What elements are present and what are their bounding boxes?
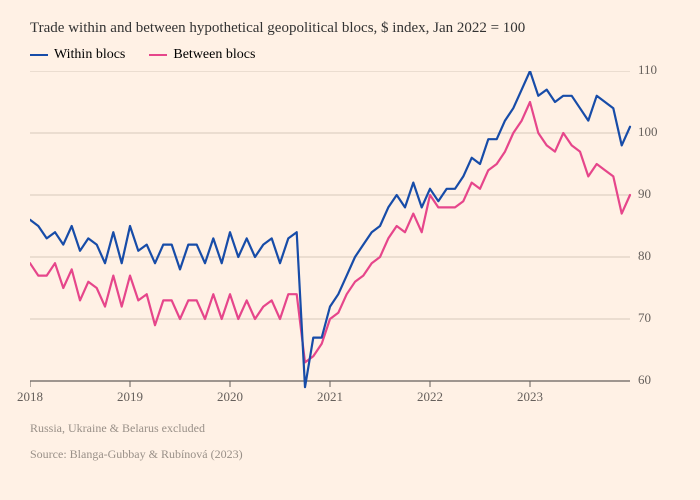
legend-swatch-between: [149, 54, 167, 57]
ytick-label: 60: [638, 372, 651, 388]
xtick-label: 2023: [517, 389, 543, 405]
footnote-exclusion: Russia, Ukraine & Belarus excluded: [30, 419, 670, 437]
xtick-label: 2020: [217, 389, 243, 405]
xtick-label: 2022: [417, 389, 443, 405]
xtick-label: 2019: [117, 389, 143, 405]
chart-svg: [30, 71, 670, 411]
line-between-blocs: [30, 102, 630, 362]
line-within-blocs: [30, 71, 630, 387]
xtick-label: 2021: [317, 389, 343, 405]
legend-label-within: Within blocs: [54, 47, 125, 63]
legend-item-within: Within blocs: [30, 47, 125, 63]
legend-item-between: Between blocs: [149, 47, 255, 63]
ytick-label: 110: [638, 62, 657, 78]
legend-swatch-within: [30, 54, 48, 57]
ytick-label: 90: [638, 186, 651, 202]
ytick-label: 70: [638, 310, 651, 326]
ytick-label: 100: [638, 124, 658, 140]
chart-area: 60708090100110201820192020202120222023: [30, 71, 670, 411]
ytick-label: 80: [638, 248, 651, 264]
chart-title: Trade within and between hypothetical ge…: [30, 20, 670, 37]
legend: Within blocs Between blocs: [30, 47, 670, 63]
xtick-label: 2018: [17, 389, 43, 405]
footnote-source: Source: Blanga-Gubbay & Rubínová (2023): [30, 445, 670, 463]
legend-label-between: Between blocs: [173, 47, 255, 63]
